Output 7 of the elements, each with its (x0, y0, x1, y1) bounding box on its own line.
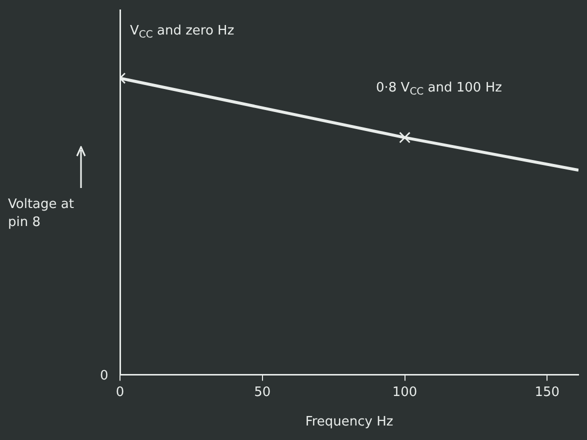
x-axis-title: Frequency Hz (305, 414, 394, 430)
y-axis-title: Voltage at pin 8 (8, 196, 75, 232)
x-tick-label: 100 (392, 384, 418, 400)
x-tick-label: 50 (254, 384, 271, 400)
text: 0 (100, 368, 108, 384)
x-tick-label: 150 (534, 384, 560, 400)
x-tick-label: 0 (116, 384, 124, 400)
